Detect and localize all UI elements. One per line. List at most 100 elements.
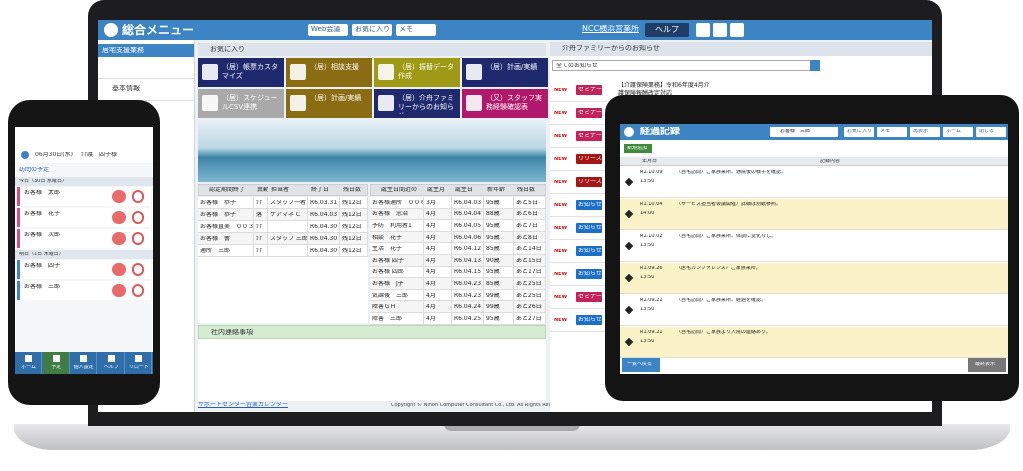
tablet-button[interactable]: 閉じる <box>976 127 1006 137</box>
table-cell: 4月 <box>426 234 436 241</box>
table-cell: 4月 <box>426 222 436 229</box>
nav-item[interactable]: ヘルプ <box>97 352 125 374</box>
new-badge: NEW <box>554 180 568 185</box>
column-header: 残日数 <box>343 187 362 193</box>
add-button[interactable]: 新規追加 <box>624 144 652 153</box>
table-cell: R6.04.23 <box>454 292 482 299</box>
tablet-button[interactable]: ホーム <box>943 127 973 137</box>
table-cell: R6.04.30 <box>310 236 338 242</box>
news-tag: セミナー <box>576 108 602 118</box>
table-cell: 99歳 <box>486 292 500 299</box>
favorite-tile[interactable]: （居）計画/実績 <box>286 89 372 118</box>
edit-icon <box>624 177 634 187</box>
table-row: お客様 恭子 落 ケアマネ C R6.04.03 残12日 <box>198 209 368 221</box>
cell-border <box>367 197 368 209</box>
cell-border <box>483 208 484 221</box>
notice-title: 社内連絡事項 <box>211 329 253 336</box>
clip-icon <box>132 232 144 245</box>
favorite-tile[interactable]: （居）計画/実績 <box>462 58 548 87</box>
table-cell: R6.04.05 <box>454 222 482 229</box>
table-cell: 4月 <box>426 257 436 264</box>
favorite-tile[interactable]: （又）スタッフ実務経験確認表 <box>462 89 548 118</box>
table-cell: お客様直美 ００３ <box>200 224 253 230</box>
news-tag: セミナー <box>576 292 602 302</box>
client-name: お客様 三郎 <box>780 129 811 134</box>
phone-header: 06月30日(水) 介護 四子様 <box>15 127 153 163</box>
tablet-button[interactable]: お気に入り <box>844 127 874 137</box>
cell-border <box>451 255 452 267</box>
new-badge: NEW <box>554 318 568 323</box>
record-date: R1.09.22 <box>640 298 663 303</box>
back-button[interactable]: 一覧へ戻る <box>622 358 660 372</box>
notice-header: 社内連絡事項 <box>198 325 546 339</box>
record-time: 13:50 <box>640 307 655 312</box>
nav-item[interactable]: 予定 <box>42 352 70 374</box>
nav-item[interactable]: ホーム <box>15 352 42 374</box>
favorite-tile[interactable]: （居）相談支援 <box>286 58 372 87</box>
table-cell: あと14日 <box>516 246 542 253</box>
tablet-button[interactable]: 再表示 <box>910 127 940 137</box>
record-date: R1.10.09 <box>640 170 663 175</box>
back-label: 一覧へ戻る <box>627 362 653 367</box>
tablet-button[interactable]: メモ <box>877 127 907 137</box>
column-header: 新年齢 <box>487 187 506 193</box>
table-cell: 4月 <box>426 292 436 299</box>
table-cell: 95歳 <box>486 234 500 241</box>
last-button[interactable]: 最終表示 <box>968 358 1006 372</box>
table-cell: 介 <box>256 200 263 206</box>
table-row: 通所 三郎 介 R6.04.30 残12日 <box>198 245 368 257</box>
tile-icon <box>378 95 394 111</box>
table-cell: 気課後 三郎 <box>372 292 409 299</box>
cell-border <box>513 243 514 255</box>
favorite-tile[interactable]: （居）スケジュールCSV連携 <box>198 89 284 118</box>
cell-border <box>339 245 340 257</box>
sidebar-header: 居宅支援業務 <box>98 44 194 57</box>
favorite-tile[interactable]: （居）帳票カスタマイズ <box>198 58 284 87</box>
news-tag: セミナー <box>576 85 602 95</box>
table-row: 障害ＧＨ 4月 R6.04.24 99歳 あと26日 <box>370 301 546 313</box>
record-row: R1.09.22 13:50 （自宅訪問）ご家族来所。経過を確認。 <box>620 295 1008 326</box>
tile-label: （居）計画/実績 <box>486 63 538 71</box>
record-row: R1.10.04 14:00 （サービス担当者会議開催）詳細は別紙参照。 <box>620 199 1008 230</box>
clip-icon <box>132 190 144 203</box>
tag-label: お知らせ <box>578 202 602 208</box>
cell-border <box>423 278 424 290</box>
table-cell: R6.04.03 <box>454 199 482 206</box>
table-cell: スタッフ 三郎 <box>270 236 307 242</box>
table-bg <box>198 257 368 323</box>
toolbar-button[interactable]: お気に入り <box>352 24 392 36</box>
table-cell: 障害 三郎 <box>372 315 403 322</box>
help-button[interactable]: ヘルプ <box>645 23 689 37</box>
column-header: 記録内容 <box>820 159 841 164</box>
toolbar-button[interactable]: メモ <box>396 24 436 36</box>
favorite-tile[interactable]: （居）介舟ファミリーからのお知らせ <box>374 89 460 118</box>
nav-item[interactable]: リロード <box>125 352 153 374</box>
nav-item[interactable]: 個人設定 <box>70 352 98 374</box>
table-cell: 残12日 <box>342 248 362 254</box>
help-label: ヘルプ <box>655 26 679 34</box>
tag-label: セミナー <box>578 294 603 300</box>
table-cell: あと17日 <box>516 269 542 276</box>
cell-border <box>267 245 268 257</box>
table-cell: 4月 <box>426 269 436 276</box>
news-tag: お知らせ <box>576 223 602 233</box>
favorite-tile[interactable]: （居）振替データ作成 <box>374 58 460 87</box>
record-text: （自宅訪問）ご家族来所。経過を確認。 <box>676 298 767 303</box>
toolbar-button[interactable]: Web会議 <box>308 24 348 36</box>
cell-border <box>423 266 424 279</box>
cell-border <box>545 313 546 325</box>
toolbar-label: メモ <box>399 26 413 33</box>
table-cell: 99歳 <box>486 304 500 311</box>
cell-border <box>307 233 308 245</box>
tablet-button-label: 閉じる <box>979 129 995 134</box>
tablet-button-label: お気に入り <box>847 129 873 134</box>
table-cell: 介 <box>256 248 263 254</box>
table-cell: お客様 響 <box>200 236 231 242</box>
cell-border <box>545 220 546 232</box>
cell-border <box>451 289 452 302</box>
column-header: 誕生月 <box>427 187 446 193</box>
table-cell: R6.04.30 <box>310 224 338 230</box>
phone-logo <box>21 151 29 159</box>
tag-label: お知らせ <box>578 225 602 231</box>
